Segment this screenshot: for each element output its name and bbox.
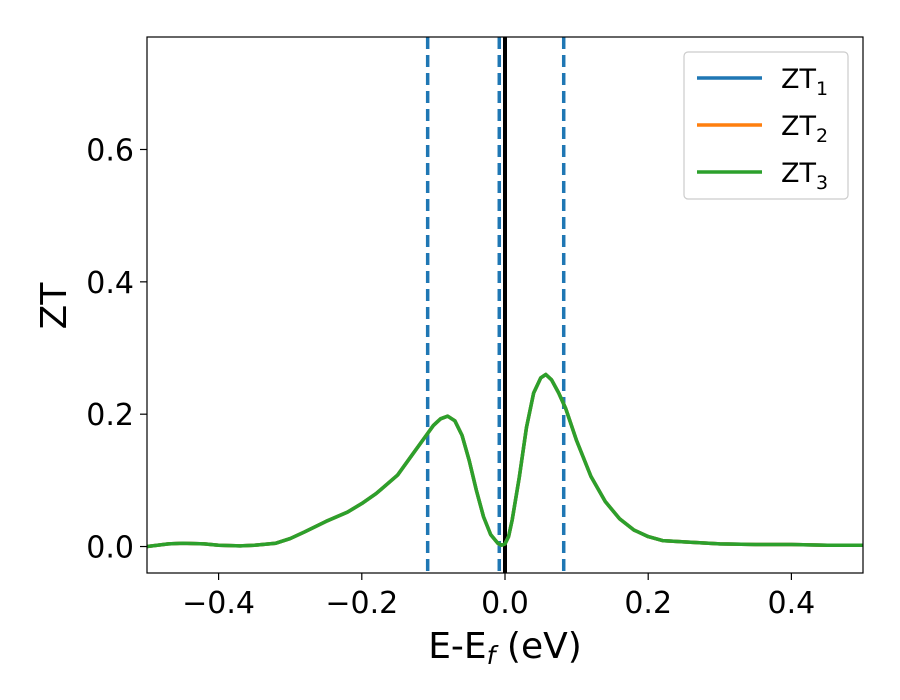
- x-tick-label: −0.4: [182, 586, 255, 621]
- y-tick-label: 0.6: [86, 133, 134, 168]
- series-lines: [147, 372, 863, 549]
- legend: ZT1 ZT2 ZT3: [683, 51, 849, 200]
- legend-label-zt3: ZT3: [781, 158, 828, 194]
- reference-lines: [425, 37, 566, 573]
- x-axis-title-main: E-E: [428, 626, 486, 667]
- x-axis: −0.4 −0.2 0.0 0.2 0.4: [182, 573, 815, 621]
- legend-frame: [683, 51, 849, 200]
- y-tick-label: 0.0: [86, 531, 134, 566]
- x-tick-label: 0.2: [624, 586, 672, 621]
- x-axis-title-unit: (eV): [495, 626, 581, 667]
- y-tick-label: 0.4: [86, 266, 134, 301]
- y-tick-label: 0.2: [86, 398, 134, 433]
- legend-label-zt1: ZT1: [781, 64, 828, 100]
- legend-label-zt2: ZT2: [781, 111, 828, 147]
- x-axis-title: E-Ef (eV): [428, 626, 582, 670]
- x-tick-label: 0.0: [481, 586, 529, 621]
- x-tick-label: −0.2: [325, 586, 398, 621]
- y-axis-title: ZT: [34, 282, 75, 330]
- series-line-zt3: [147, 372, 863, 549]
- x-tick-label: 0.4: [768, 586, 816, 621]
- y-axis: 0.0 0.2 0.4 0.6: [86, 133, 147, 566]
